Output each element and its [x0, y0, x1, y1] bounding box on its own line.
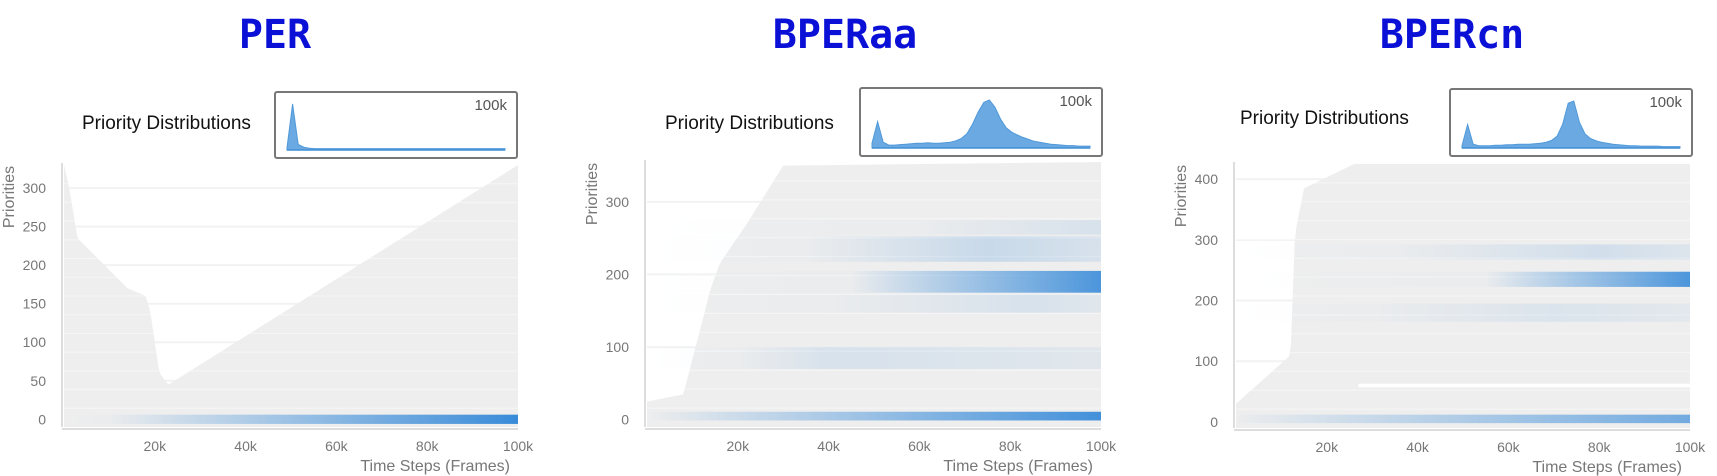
heat-band — [647, 236, 1101, 262]
heat-band — [647, 411, 1101, 421]
x-tick-label: 40k — [234, 438, 258, 454]
panel-0: PER Priority Distributions 100k 0 50 100 150 20… — [1, 12, 534, 475]
x-tick-label: 100k — [1675, 439, 1706, 455]
x-tick-label: 60k — [325, 438, 349, 454]
y-tick-label: 400 — [1195, 171, 1219, 187]
x-tick-label: 20k — [144, 438, 168, 454]
y-tick-label: 300 — [23, 180, 47, 196]
x-tick-label: 20k — [1316, 439, 1340, 455]
y-tick-label: 100 — [606, 339, 630, 355]
x-tick-label: 60k — [908, 438, 932, 454]
priority-distributions-label: Priority Distributions — [82, 113, 251, 134]
y-tick-label: 0 — [621, 412, 629, 428]
panel-title: BPERaa — [773, 12, 918, 58]
heat-band — [1236, 414, 1690, 424]
x-tick-label: 60k — [1497, 439, 1521, 455]
x-axis-title: Time Steps (Frames) — [943, 458, 1093, 475]
inset-distribution: 100k — [1449, 88, 1693, 157]
inset-distribution: 100k — [859, 87, 1103, 157]
y-tick-label: 100 — [23, 334, 47, 350]
y-tick-label: 0 — [1210, 414, 1218, 430]
heat-band — [647, 220, 1101, 235]
x-tick-label: 40k — [817, 438, 841, 454]
y-tick-label: 0 — [38, 411, 46, 427]
inset-frame — [274, 91, 518, 159]
x-tick-label: 40k — [1406, 439, 1430, 455]
x-tick-label: 80k — [1588, 439, 1612, 455]
panel-1: BPERaa Priority Distributions 100k 0 100 200 3… — [584, 12, 1117, 475]
priority-distributions-label: Priority Distributions — [1240, 108, 1409, 129]
heat-band — [1236, 244, 1690, 260]
y-tick-label: 200 — [606, 267, 630, 283]
y-axis-title: Priorities — [1173, 165, 1190, 227]
x-tick-label: 100k — [503, 438, 534, 454]
inset-step-label: 100k — [1059, 93, 1092, 110]
y-tick-label: 200 — [23, 257, 47, 273]
heat-band — [647, 270, 1101, 293]
y-tick-label: 100 — [1195, 353, 1219, 369]
y-axis-title: Priorities — [584, 163, 601, 225]
inset-step-label: 100k — [474, 97, 507, 114]
y-tick-label: 50 — [30, 373, 46, 389]
y-tick-label: 300 — [606, 194, 630, 210]
inset-histogram — [286, 103, 506, 151]
heat-band — [1236, 271, 1690, 287]
panel-title: PER — [239, 12, 312, 58]
coverage-area — [64, 165, 518, 427]
x-axis-title: Time Steps (Frames) — [360, 458, 510, 475]
heat-band — [647, 347, 1101, 369]
y-tick-label: 150 — [23, 296, 47, 312]
y-axis-title: Priorities — [1, 166, 18, 228]
coverage-texture — [64, 183, 518, 409]
y-tick-label: 200 — [1195, 293, 1219, 309]
y-tick-label: 300 — [1195, 232, 1219, 248]
inset-step-label: 100k — [1649, 94, 1682, 111]
coverage-gap — [1358, 383, 1690, 388]
priority-distributions-label: Priority Distributions — [665, 113, 834, 134]
inset-distribution: 100k — [274, 91, 518, 159]
panel-2: BPERcn Priority Distributions 100k 0 100 200 3… — [1173, 12, 1706, 476]
x-tick-label: 80k — [416, 438, 440, 454]
heat-band — [1236, 303, 1690, 322]
y-tick-label: 250 — [23, 219, 47, 235]
heat-band — [647, 294, 1101, 313]
x-tick-label: 80k — [999, 438, 1023, 454]
heat-band — [64, 414, 518, 424]
panel-title: BPERcn — [1380, 12, 1525, 58]
inset-histogram — [871, 99, 1091, 149]
x-tick-label: 20k — [727, 438, 751, 454]
inset-histogram — [1461, 100, 1681, 149]
x-axis-title: Time Steps (Frames) — [1532, 459, 1682, 476]
x-tick-label: 100k — [1086, 438, 1117, 454]
